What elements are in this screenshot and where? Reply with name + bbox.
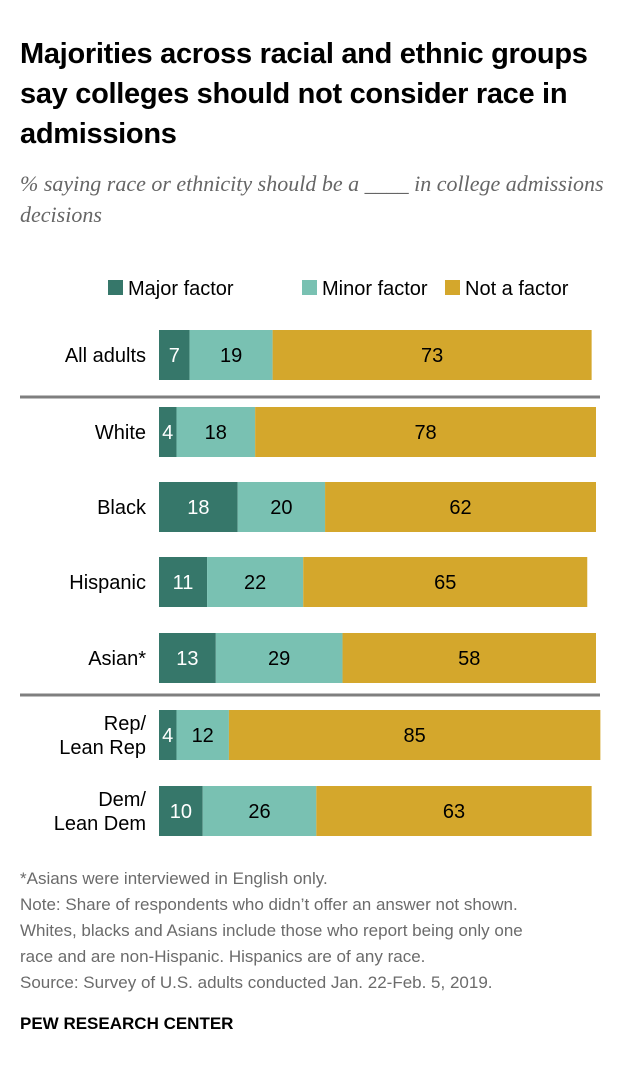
data-label: 18 [187, 497, 209, 519]
bar-segment [255, 407, 596, 457]
data-label: 4 [162, 725, 173, 747]
bar-segment [159, 482, 238, 532]
bar-segment [159, 786, 203, 836]
footnote-note-cont: Whites, blacks and Asians include those … [20, 921, 523, 940]
bar-segment [176, 710, 229, 760]
category-label: Rep/ [104, 713, 147, 735]
data-label: 18 [205, 422, 227, 444]
data-label: 62 [449, 497, 471, 519]
category-label: All adults [65, 345, 146, 367]
data-label: 7 [169, 345, 180, 367]
footnote-asian: *Asians were interviewed in English only… [20, 869, 328, 888]
group-divider [20, 395, 600, 399]
bar-segment [215, 633, 343, 683]
category-label: Lean Dem [54, 813, 146, 835]
data-label: 29 [268, 648, 290, 670]
data-label: 63 [443, 801, 465, 823]
bar-segment [228, 710, 601, 760]
category-label: Lean Rep [59, 737, 146, 759]
legend-label: Minor factor [322, 278, 428, 300]
data-label: 19 [220, 345, 242, 367]
stacked-bar-chart: Major factor Minor factor Not a factor All … [20, 278, 601, 836]
bar-segment [159, 633, 216, 683]
footnotes: *Asians were interviewed in English only… [20, 866, 620, 996]
data-label: 4 [162, 422, 173, 444]
footnote-source: Source: Survey of U.S. adults conducted … [20, 973, 493, 992]
category-label: Hispanic [69, 572, 146, 594]
chart-title: Majorities across racial and ethnic grou… [20, 38, 588, 150]
footnote-note-cont2: race and are non-Hispanic. Hispanics are… [20, 947, 426, 966]
legend-swatch [302, 280, 317, 295]
legend-swatch [445, 280, 460, 295]
category-label: White [95, 422, 146, 444]
bar-segment [159, 407, 177, 457]
bar-segment [202, 786, 317, 836]
data-label: 58 [458, 648, 480, 670]
data-label: 65 [434, 572, 456, 594]
chart-subtitle: % saying race or ethnicity should be a _… [20, 171, 604, 227]
data-label: 20 [270, 497, 292, 519]
bar-segment [159, 557, 208, 607]
bar-segment [316, 786, 592, 836]
data-label: 10 [170, 801, 192, 823]
data-label: 73 [421, 345, 443, 367]
data-label: 85 [404, 725, 426, 747]
data-label: 11 [173, 572, 194, 594]
legend-label: Major factor [128, 278, 234, 300]
data-label: 22 [244, 572, 266, 594]
bar-segment [325, 482, 596, 532]
data-label: 26 [248, 801, 270, 823]
brand-label: PEW RESEARCH CENTER [20, 1014, 234, 1033]
data-label: 78 [414, 422, 436, 444]
footnote-note: Note: Share of respondents who didn’t of… [20, 895, 518, 914]
bar-segment [176, 407, 256, 457]
bar-segment [207, 557, 304, 607]
bar-segment [237, 482, 326, 532]
category-label: Dem/ [98, 789, 146, 811]
data-label: 13 [176, 648, 198, 670]
legend-swatch [108, 280, 123, 295]
bar-segment [159, 330, 190, 380]
bar-segment [342, 633, 596, 683]
bar-segment [272, 330, 592, 380]
group-divider [20, 693, 600, 697]
data-label: 12 [192, 725, 214, 747]
bar-segment [189, 330, 273, 380]
legend-label: Not a factor [465, 278, 569, 300]
category-label: Asian* [88, 648, 146, 670]
bar-segment [159, 710, 177, 760]
bar-segment [303, 557, 588, 607]
category-label: Black [97, 497, 147, 519]
